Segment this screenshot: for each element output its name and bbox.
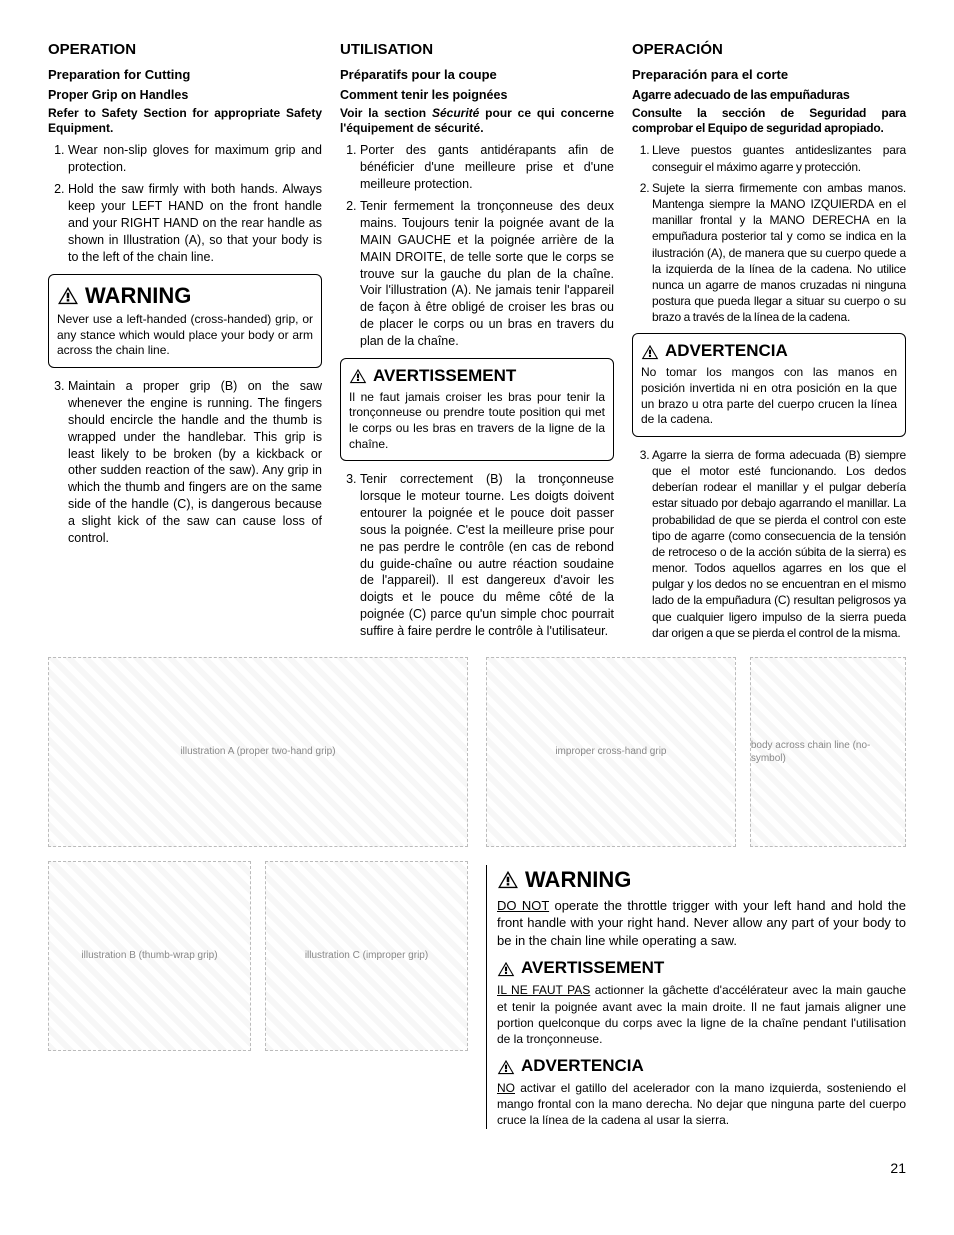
steps-list-fr-1: Porter des gants antidérapants afin de b…	[340, 142, 614, 350]
warning-label: WARNING	[85, 281, 191, 311]
nepas-lead: IL NE FAUT PAS	[497, 983, 590, 997]
advertencia-body: No tomar los mangos con las manos en pos…	[641, 365, 897, 427]
donot-lead: DO NOT	[497, 898, 549, 913]
avertissement-body: Il ne faut jamais croiser les bras pour …	[349, 390, 605, 452]
safety-ref-fr: Voir la section Sécurité pour ce qui con…	[340, 106, 614, 136]
illustration-placeholder: body across chain line (no-symbol)	[750, 657, 906, 847]
warning-icon	[497, 1059, 515, 1075]
illustration-placeholder: illustration C (improper grip)	[265, 861, 468, 1051]
ref-ital: Sécurité	[432, 106, 479, 120]
warning-icon	[349, 368, 367, 384]
donot-rest: operate the throttle trigger with your l…	[497, 898, 906, 948]
figure-row: illustration A (proper two-hand grip) il…	[48, 657, 906, 1137]
heading-preparacion: Preparación para el corte	[632, 66, 906, 84]
warning-text-en: DO NOT operate the throttle trigger with…	[497, 897, 906, 950]
step-es-1: Lleve puestos guantes antideslizantes pa…	[652, 142, 906, 174]
safety-ref: Refer to Safety Section for appropriate …	[48, 106, 322, 136]
step-fr-2: Tenir fermement la tronçonneuse des deux…	[360, 198, 614, 350]
warning-icon	[497, 870, 519, 889]
warning-icon	[57, 286, 79, 305]
warning-icon	[641, 344, 659, 360]
avertissement-label: AVERTISSEMENT	[521, 957, 664, 980]
figures-right: improper cross-hand grip body across cha…	[486, 657, 906, 1137]
col-english: OPERATION Preparation for Cutting Proper…	[48, 40, 322, 649]
figure-wrong-grip: improper cross-hand grip	[486, 657, 736, 847]
figures-left: illustration A (proper two-hand grip) il…	[48, 657, 468, 1137]
heading-preparatifs: Préparatifs pour la coupe	[340, 66, 614, 84]
bottom-warning-es: ADVERTENCIA NO activar el gatillo del ac…	[497, 1055, 906, 1129]
no-lead: NO	[497, 1081, 515, 1095]
advertencia-callout: ADVERTENCIA No tomar los mangos con las …	[632, 333, 906, 436]
step-2: Hold the saw firmly with both hands. Alw…	[68, 181, 322, 265]
illustration-placeholder: illustration A (proper two-hand grip)	[48, 657, 468, 847]
avertissement-label: AVERTISSEMENT	[373, 365, 516, 388]
figure-b: illustration B (thumb-wrap grip)	[48, 861, 251, 1051]
bottom-warning-en: WARNING DO NOT operate the throttle trig…	[497, 865, 906, 949]
ref-a: Voir la section	[340, 106, 432, 120]
figure-c: illustration C (improper grip)	[265, 861, 468, 1051]
step-1: Wear non-slip gloves for maximum grip an…	[68, 142, 322, 176]
col-french: UTILISATION Préparatifs pour la coupe Co…	[340, 40, 614, 649]
warning-text-es: NO activar el gatillo del acelerador con…	[497, 1080, 906, 1129]
page-number: 21	[48, 1159, 906, 1178]
safety-ref-es: Consulte la sección de Seguridad para co…	[632, 106, 906, 136]
avertissement-title: AVERTISSEMENT	[349, 365, 605, 388]
bottom-warning-block: WARNING DO NOT operate the throttle trig…	[486, 865, 906, 1129]
advertencia-title: ADVERTENCIA	[641, 340, 897, 363]
warning-text-fr: IL NE FAUT PAS actionner la gâchette d'a…	[497, 982, 906, 1047]
steps-list-1: Wear non-slip gloves for maximum grip an…	[48, 142, 322, 265]
heading-operation: OPERATION	[48, 40, 322, 60]
steps-list-fr-2: Tenir correctement (B) la tronçonneuse l…	[340, 471, 614, 640]
warning-callout: WARNING Never use a left-handed (cross-h…	[48, 274, 322, 368]
bottom-warning-fr: AVERTISSEMENT IL NE FAUT PAS actionner l…	[497, 957, 906, 1047]
steps-list-es-2: Agarre la sierra de forma adecuada (B) s…	[632, 447, 906, 641]
step-es-3: Agarre la sierra de forma adecuada (B) s…	[652, 447, 906, 641]
col-spanish: OPERACIÓN Preparación para el corte Agar…	[632, 40, 906, 649]
heading-poignees: Comment tenir les poignées	[340, 88, 614, 104]
avertissement-callout: AVERTISSEMENT Il ne faut jamais croiser …	[340, 358, 614, 461]
steps-list-2: Maintain a proper grip (B) on the saw wh…	[48, 378, 322, 547]
heading-grip: Proper Grip on Handles	[48, 88, 322, 104]
avertissement-title: AVERTISSEMENT	[497, 957, 906, 980]
warning-title: WARNING	[57, 281, 313, 311]
no-rest: activar el gatillo del acelerador con la…	[497, 1081, 906, 1127]
figure-wrong-stance: body across chain line (no-symbol)	[750, 657, 906, 847]
heading-agarre: Agarre adecuado de las empuñaduras	[632, 88, 906, 104]
warning-label: WARNING	[525, 865, 631, 895]
illustration-placeholder: improper cross-hand grip	[486, 657, 736, 847]
warning-title: WARNING	[497, 865, 906, 895]
warning-body: Never use a left-handed (cross-handed) g…	[57, 312, 313, 359]
heading-operacion: OPERACIÓN	[632, 40, 906, 60]
warning-icon	[497, 961, 515, 977]
heading-prep: Preparation for Cutting	[48, 66, 322, 84]
steps-list-es-1: Lleve puestos guantes antideslizantes pa…	[632, 142, 906, 325]
advertencia-label: ADVERTENCIA	[665, 340, 788, 363]
step-3: Maintain a proper grip (B) on the saw wh…	[68, 378, 322, 547]
step-fr-3: Tenir correctement (B) la tronçonneuse l…	[360, 471, 614, 640]
heading-utilisation: UTILISATION	[340, 40, 614, 60]
three-column-layout: OPERATION Preparation for Cutting Proper…	[48, 40, 906, 649]
figure-a: illustration A (proper two-hand grip)	[48, 657, 468, 847]
illustration-placeholder: illustration B (thumb-wrap grip)	[48, 861, 251, 1051]
step-es-2: Sujete la sierra firmemente con ambas ma…	[652, 180, 906, 326]
advertencia-label: ADVERTENCIA	[521, 1055, 644, 1078]
step-fr-1: Porter des gants antidérapants afin de b…	[360, 142, 614, 193]
advertencia-title: ADVERTENCIA	[497, 1055, 906, 1078]
